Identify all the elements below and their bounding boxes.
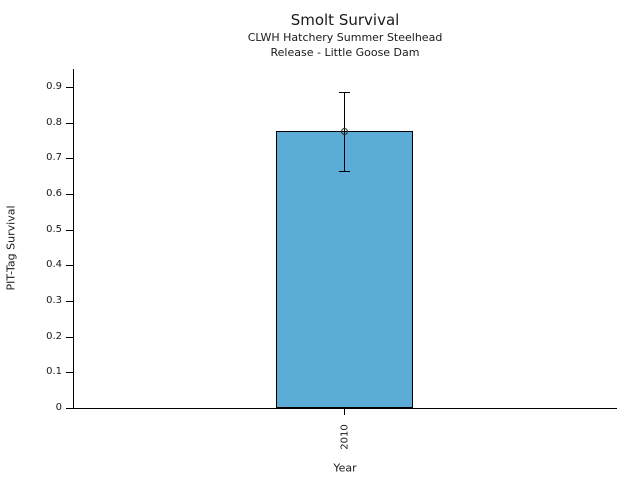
- x-tick-mark: [344, 409, 345, 415]
- y-tick-label: 0.2: [46, 331, 62, 342]
- y-tick-mark: [66, 230, 73, 231]
- y-axis-label: PIT-Tag Survival: [4, 205, 18, 291]
- y-tick-label: 0.8: [46, 117, 62, 128]
- chart-subtitle-line2: Release - Little Goose Dam: [270, 46, 420, 59]
- x-tick-label: 2010: [339, 424, 351, 450]
- chart-title: Smolt Survival: [290, 11, 400, 29]
- x-axis-spine: [66, 408, 617, 409]
- y-tick-label: 0.4: [46, 259, 62, 270]
- chart-subtitle-line1: CLWH Hatchery Summer Steelhead: [247, 31, 443, 44]
- data-point-marker-circle: [341, 128, 348, 135]
- y-tick-mark: [66, 301, 73, 302]
- y-tick-mark: [66, 408, 73, 409]
- y-tick-label: 0.5: [46, 224, 62, 235]
- y-axis-spine: [73, 69, 74, 409]
- y-tick-mark: [66, 87, 73, 88]
- survival-bar-2010: [276, 131, 413, 408]
- y-tick-mark: [66, 265, 73, 266]
- error-bar-cap-top: [339, 92, 350, 93]
- y-tick-label: 0.6: [46, 188, 62, 199]
- y-tick-mark: [66, 158, 73, 159]
- y-tick-label: 0.1: [46, 366, 62, 377]
- error-bar-cap-bottom: [339, 171, 350, 172]
- y-tick-label: 0.7: [46, 152, 62, 163]
- y-tick-label: 0.3: [46, 295, 62, 306]
- y-tick-label: 0: [55, 402, 62, 413]
- y-tick-mark: [66, 123, 73, 124]
- y-tick-mark: [66, 194, 73, 195]
- y-tick-mark: [66, 372, 73, 373]
- x-axis-label: Year: [333, 461, 357, 475]
- y-tick-mark: [66, 337, 73, 338]
- y-tick-label: 0.9: [46, 81, 62, 92]
